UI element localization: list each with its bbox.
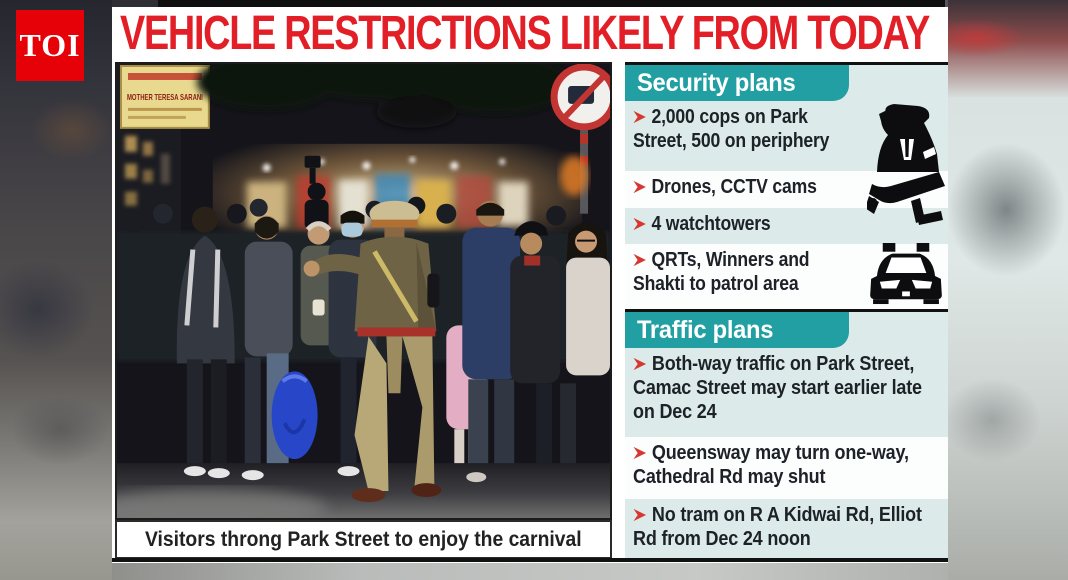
traffic-item-queensway: Queensway may turn one-way, Cathedral Rd… xyxy=(625,437,948,499)
infographic-card: VEHICLE RESTRICTIONS LIKELY FROM TODAY xyxy=(112,7,948,563)
bullet-arrow-icon xyxy=(633,508,647,522)
headline-banner: VEHICLE RESTRICTIONS LIKELY FROM TODAY xyxy=(120,8,944,58)
police-car-icon xyxy=(870,243,942,305)
security-header-row: Security plans xyxy=(625,65,948,101)
traffic-item-bothway: Both-way traffic on Park Street, Camac S… xyxy=(625,348,948,437)
police-officer-icon xyxy=(877,104,939,172)
panel-divider-rule xyxy=(625,309,948,312)
security-item-watchtowers: 4 watchtowers xyxy=(625,208,948,244)
bullet-arrow-icon xyxy=(633,357,647,371)
blurred-backdrop-right xyxy=(948,0,1068,580)
panel-top-rule xyxy=(625,62,948,65)
cctv-camera-icon xyxy=(867,172,945,225)
traffic-plans-title: Traffic plans xyxy=(637,315,774,344)
traffic-header-row: Traffic plans xyxy=(625,312,948,348)
bullet-arrow-icon xyxy=(633,446,647,460)
toi-logo: TOI xyxy=(16,10,84,81)
blurred-backdrop-left xyxy=(0,0,112,580)
policeman xyxy=(303,200,442,503)
crowd-figures xyxy=(176,200,610,484)
top-black-bar xyxy=(158,0,945,8)
traffic-plans-header: Traffic plans xyxy=(625,312,849,348)
photo-scene: MOTHER TERESA SARANI xyxy=(117,64,610,518)
signboard-text: MOTHER TERESA SARANI xyxy=(127,93,203,102)
bullet-arrow-icon xyxy=(633,110,646,124)
bullet-arrow-icon xyxy=(633,217,646,231)
toi-logo-text: TOI xyxy=(19,27,81,63)
blurred-backdrop-bottom xyxy=(112,563,948,580)
bottom-rule xyxy=(112,558,948,562)
security-plans-header: Security plans xyxy=(625,65,849,101)
road-sign xyxy=(550,64,610,214)
security-plans-title: Security plans xyxy=(637,68,796,97)
park-street-photo: MOTHER TERESA SARANI xyxy=(115,62,612,520)
bullet-arrow-icon xyxy=(633,253,646,267)
crowd-shoes xyxy=(183,466,487,483)
headline-text: VEHICLE RESTRICTIONS LIKELY FROM TODAY xyxy=(120,8,930,58)
signboard: MOTHER TERESA SARANI xyxy=(119,64,210,129)
photo-caption-text: Visitors throng Park Street to enjoy the… xyxy=(145,527,582,551)
top-left-dark-gap xyxy=(112,0,158,8)
bullet-arrow-icon xyxy=(633,180,646,194)
tree-canopy xyxy=(196,64,572,128)
photo-caption: Visitors throng Park Street to enjoy the… xyxy=(115,520,612,559)
traffic-item-tram: No tram on R A Kidwai Rd, Elliot Rd from… xyxy=(625,499,948,558)
road-light-patch xyxy=(117,489,327,518)
plans-panel: Security plans 2,000 cops on Park Street… xyxy=(625,62,948,558)
